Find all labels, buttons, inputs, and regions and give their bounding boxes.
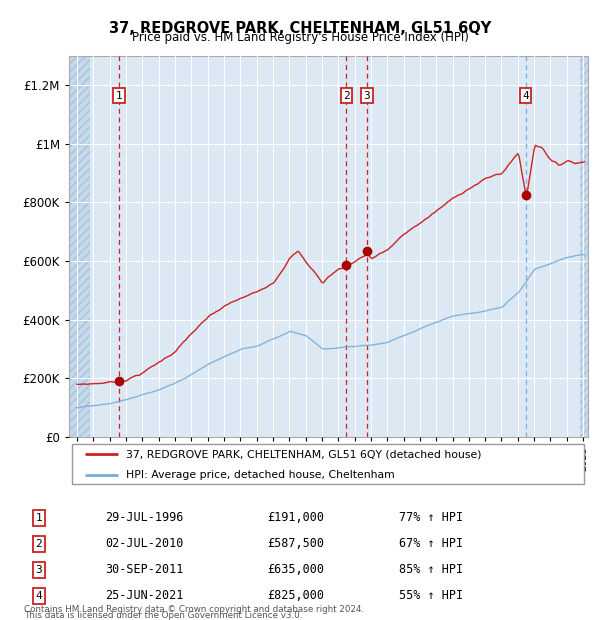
Text: 1: 1 <box>35 513 43 523</box>
Text: 25-JUN-2021: 25-JUN-2021 <box>105 590 184 602</box>
Text: This data is licensed under the Open Government Licence v3.0.: This data is licensed under the Open Gov… <box>24 611 302 620</box>
Text: 4: 4 <box>522 91 529 101</box>
Text: HPI: Average price, detached house, Cheltenham: HPI: Average price, detached house, Chel… <box>126 469 395 480</box>
Text: 55% ↑ HPI: 55% ↑ HPI <box>399 590 463 602</box>
FancyBboxPatch shape <box>71 445 584 484</box>
Text: 67% ↑ HPI: 67% ↑ HPI <box>399 538 463 550</box>
Text: 37, REDGROVE PARK, CHELTENHAM, GL51 6QY (detached house): 37, REDGROVE PARK, CHELTENHAM, GL51 6QY … <box>126 449 482 459</box>
Text: £191,000: £191,000 <box>267 512 324 524</box>
Text: £825,000: £825,000 <box>267 590 324 602</box>
Text: Contains HM Land Registry data © Crown copyright and database right 2024.: Contains HM Land Registry data © Crown c… <box>24 605 364 614</box>
Text: 4: 4 <box>35 591 43 601</box>
Text: 3: 3 <box>364 91 370 101</box>
Bar <box>580 56 593 437</box>
Text: 77% ↑ HPI: 77% ↑ HPI <box>399 512 463 524</box>
Bar <box>69 56 90 437</box>
Text: 2: 2 <box>35 539 43 549</box>
Text: £587,500: £587,500 <box>267 538 324 550</box>
Text: 29-JUL-1996: 29-JUL-1996 <box>105 512 184 524</box>
Text: 02-JUL-2010: 02-JUL-2010 <box>105 538 184 550</box>
Text: 85% ↑ HPI: 85% ↑ HPI <box>399 564 463 576</box>
Text: 37, REDGROVE PARK, CHELTENHAM, GL51 6QY: 37, REDGROVE PARK, CHELTENHAM, GL51 6QY <box>109 21 491 36</box>
Text: 2: 2 <box>343 91 350 101</box>
Text: £635,000: £635,000 <box>267 564 324 576</box>
Text: Price paid vs. HM Land Registry's House Price Index (HPI): Price paid vs. HM Land Registry's House … <box>131 31 469 44</box>
Text: 3: 3 <box>35 565 43 575</box>
Text: 1: 1 <box>116 91 122 101</box>
Text: 30-SEP-2011: 30-SEP-2011 <box>105 564 184 576</box>
